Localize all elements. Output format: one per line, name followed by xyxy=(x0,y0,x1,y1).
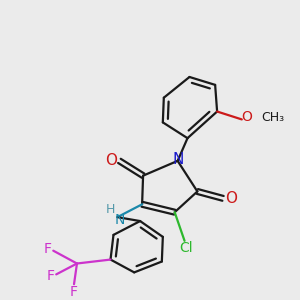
Text: F: F xyxy=(46,269,54,283)
Text: N: N xyxy=(114,213,124,227)
Text: F: F xyxy=(44,242,51,256)
Text: Cl: Cl xyxy=(180,241,193,255)
Text: O: O xyxy=(106,153,118,168)
Text: CH₃: CH₃ xyxy=(262,111,285,124)
Text: O: O xyxy=(225,191,237,206)
Text: F: F xyxy=(70,285,78,299)
Text: H: H xyxy=(106,203,115,216)
Text: N: N xyxy=(173,152,184,167)
Text: O: O xyxy=(241,110,252,124)
